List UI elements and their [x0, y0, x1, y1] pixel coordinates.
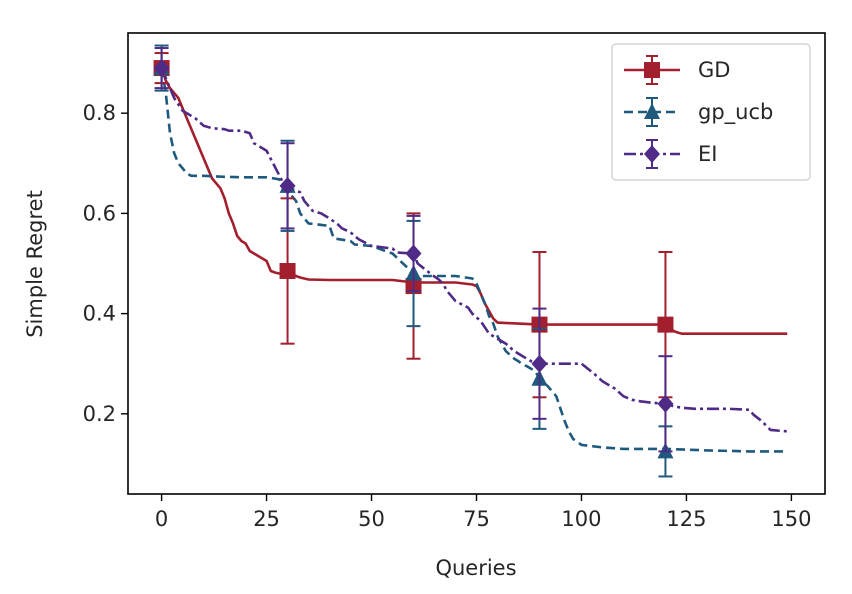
legend-label-gp-ucb: gp_ucb: [698, 100, 773, 125]
legend-marker-gd: [644, 62, 660, 78]
legend-box: [611, 43, 811, 181]
series-ei: [160, 67, 788, 433]
data-point-ei: [153, 59, 170, 78]
x-axis-label: Queries: [435, 556, 516, 580]
x-tick-label: 125: [666, 507, 706, 531]
data-point-gd: [279, 263, 296, 280]
y-axis-label: Simple Regret: [23, 190, 47, 338]
legend-label-gd: GD: [698, 58, 730, 82]
data-point-ei: [405, 244, 422, 263]
legend-marker-gp-ucb: [644, 103, 660, 119]
series-line-gp-ucb: [160, 67, 788, 453]
plot-area: [153, 44, 788, 478]
legend: GD gp_ucb EI: [611, 43, 811, 181]
data-point-ei: [531, 354, 548, 373]
y-tick-label: 0.4: [83, 302, 116, 326]
data-point-gd: [657, 316, 674, 333]
x-tick-label: 75: [463, 507, 490, 531]
x-tick-label: 50: [358, 507, 385, 531]
axes: 0 25 50 75 100 125 150 0.2 0.4 0.6 0.8: [83, 32, 826, 531]
series-errorbars-ei: [153, 47, 674, 453]
y-tick-label: 0.6: [83, 201, 116, 225]
series-line-ei: [160, 67, 788, 433]
y-tick-label: 0.8: [83, 101, 116, 125]
y-tick-label: 0.2: [83, 402, 116, 426]
x-tick-label: 100: [561, 507, 601, 531]
series-gp-ucb: [160, 67, 788, 453]
data-point-ei: [657, 394, 674, 413]
series-gd: [160, 67, 788, 336]
x-tick-label: 0: [155, 507, 168, 531]
legend-label-ei: EI: [698, 142, 717, 166]
legend-marker-ei: [644, 145, 660, 163]
data-point-ei: [279, 176, 296, 195]
x-tick-label: 25: [253, 507, 280, 531]
series-line-gd: [160, 67, 788, 336]
x-tick-label: 150: [771, 507, 811, 531]
